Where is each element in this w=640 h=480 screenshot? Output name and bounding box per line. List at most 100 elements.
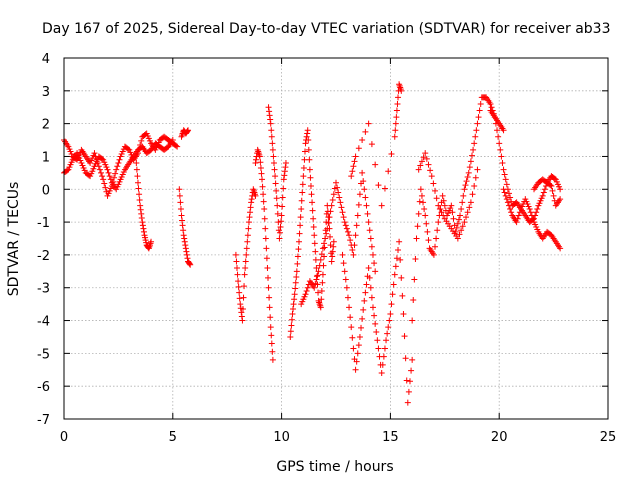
data-point	[492, 120, 499, 127]
data-point	[366, 274, 373, 281]
data-point	[329, 248, 336, 255]
data-point	[418, 158, 425, 165]
data-point	[290, 306, 297, 313]
data-point	[549, 187, 556, 194]
data-point	[408, 367, 415, 374]
data-point	[508, 198, 515, 205]
data-point	[390, 281, 397, 288]
data-point	[311, 284, 318, 291]
data-point	[287, 328, 294, 335]
data-point	[116, 156, 123, 163]
data-point	[392, 120, 399, 127]
data-point	[472, 174, 479, 181]
data-point	[313, 265, 320, 272]
data-point	[115, 160, 122, 167]
y-tick-label: -5	[37, 347, 50, 362]
data-point	[496, 140, 503, 147]
data-point	[334, 184, 341, 191]
data-point	[347, 314, 354, 321]
data-point	[293, 268, 300, 275]
y-tick-label: -6	[37, 380, 50, 395]
data-point	[392, 127, 399, 134]
data-point	[353, 222, 360, 229]
data-point	[494, 127, 501, 134]
data-point	[381, 185, 388, 192]
data-point	[339, 251, 346, 258]
data-point	[247, 204, 254, 211]
data-point	[174, 143, 181, 150]
data-point	[381, 345, 388, 352]
data-point	[355, 342, 362, 349]
data-point	[312, 248, 319, 255]
data-point	[269, 356, 276, 363]
data-point	[364, 210, 371, 217]
data-point	[384, 330, 391, 337]
data-point	[394, 100, 401, 107]
data-point	[463, 178, 470, 185]
data-point	[424, 228, 431, 235]
data-point	[183, 248, 190, 255]
data-point	[182, 245, 189, 252]
data-point	[136, 191, 143, 198]
data-point	[318, 251, 325, 258]
data-point	[471, 140, 478, 147]
data-point	[267, 116, 274, 123]
data-point	[456, 231, 463, 238]
data-point	[500, 127, 507, 134]
data-point	[359, 137, 366, 144]
data-point	[247, 209, 254, 216]
series-arc-l	[348, 81, 405, 209]
data-point	[340, 260, 347, 267]
data-point	[469, 191, 476, 198]
data-point	[391, 133, 398, 140]
y-tick-label: -1	[37, 216, 50, 231]
data-point	[551, 175, 558, 182]
data-point	[507, 194, 514, 201]
data-point	[309, 207, 316, 214]
data-point	[100, 176, 107, 183]
data-point	[114, 163, 121, 170]
data-point	[269, 140, 276, 147]
data-point	[176, 186, 183, 193]
data-point	[466, 164, 473, 171]
data-point	[528, 212, 535, 219]
data-point	[472, 133, 479, 140]
data-point	[321, 240, 328, 247]
data-point	[304, 127, 311, 134]
x-tick-label: 5	[169, 430, 177, 445]
data-point	[272, 173, 279, 180]
data-point	[339, 209, 346, 216]
data-point	[326, 214, 333, 221]
data-point	[547, 182, 554, 189]
data-point	[315, 268, 322, 275]
data-point	[258, 170, 265, 177]
data-point	[420, 199, 427, 206]
data-point	[363, 202, 370, 209]
data-point	[148, 238, 155, 245]
data-point	[534, 205, 541, 212]
data-point	[267, 120, 274, 127]
data-point	[245, 225, 252, 232]
data-point	[268, 332, 275, 339]
data-point	[473, 127, 480, 134]
data-point	[136, 196, 143, 203]
data-point	[182, 242, 189, 249]
series-arc-m	[409, 94, 507, 324]
data-point	[533, 209, 540, 216]
data-point	[184, 128, 191, 135]
data-point	[371, 260, 378, 267]
data-point	[296, 238, 303, 245]
data-point	[104, 166, 111, 173]
data-point	[176, 192, 183, 199]
data-point	[270, 153, 277, 160]
data-point	[513, 219, 520, 226]
data-point	[359, 169, 366, 176]
data-point	[291, 291, 298, 298]
data-point	[273, 195, 280, 202]
data-point	[238, 309, 245, 316]
data-point	[112, 170, 119, 177]
data-point	[383, 337, 390, 344]
data-point	[312, 280, 319, 287]
data-point	[516, 209, 523, 216]
data-point	[368, 294, 375, 301]
